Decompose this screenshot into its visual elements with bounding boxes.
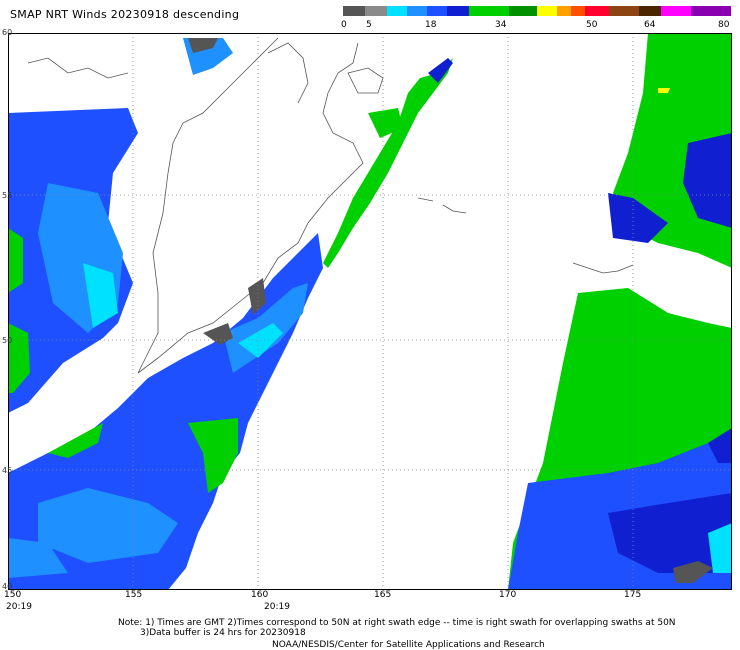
lat-label-55: 55 xyxy=(2,191,13,200)
lon-label-155: 155 xyxy=(125,590,143,600)
lon-label-175: 175 xyxy=(624,590,642,600)
lon-label-160: 160 xyxy=(251,590,269,600)
lon-label-150: 150 xyxy=(4,590,22,600)
credit: NOAA/NESDIS/Center for Satellite Applica… xyxy=(272,640,545,650)
time-label-left: 20:19 xyxy=(6,602,32,612)
lat-label-40: 40 xyxy=(2,582,13,591)
time-label-center: 20:19 xyxy=(264,602,290,612)
lat-label-50: 50 xyxy=(2,336,13,345)
note-line-1: Note: 1) Times are GMT 2)Times correspon… xyxy=(118,618,676,628)
colorbar xyxy=(343,6,731,16)
cbar-label-18: 18 xyxy=(425,20,437,30)
right-swath xyxy=(508,33,732,590)
lat-label-60: 60 xyxy=(2,28,13,37)
lat-label-45: 45 xyxy=(2,466,13,475)
graticule xyxy=(8,33,732,590)
left-swath xyxy=(8,38,453,590)
notes: Note: 1) Times are GMT 2)Times correspon… xyxy=(118,618,676,638)
cbar-label-80: 80 xyxy=(718,20,730,30)
map-title: SMAP NRT Winds 20230918 descending xyxy=(10,8,240,21)
cbar-label-0: 0 xyxy=(341,20,347,30)
cbar-label-5: 5 xyxy=(366,20,372,30)
cbar-label-50: 50 xyxy=(586,20,598,30)
cbar-label-34: 34 xyxy=(495,20,507,30)
note-line-2: 3)Data buffer is 24 hrs for 20230918 xyxy=(140,628,306,638)
lon-label-165: 165 xyxy=(374,590,392,600)
wind-map xyxy=(8,33,732,590)
coastline xyxy=(27,37,634,374)
lon-label-170: 170 xyxy=(499,590,517,600)
cbar-label-64: 64 xyxy=(644,20,656,30)
